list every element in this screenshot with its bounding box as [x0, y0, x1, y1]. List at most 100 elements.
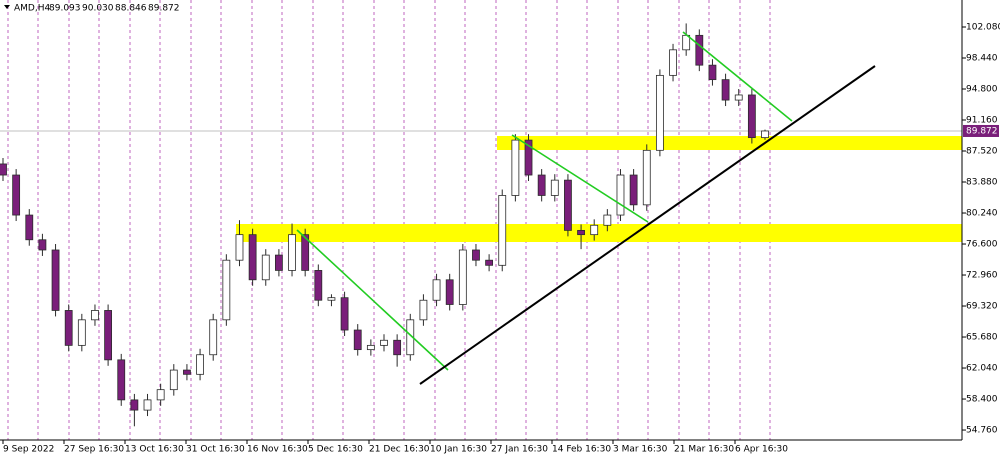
- candle-body: [288, 234, 296, 271]
- y-tick-label: 94.800: [966, 85, 998, 95]
- low: 88.846: [115, 4, 147, 14]
- close: 89.872: [148, 4, 180, 14]
- x-tick-label: 31 Oct 16:30: [186, 445, 245, 455]
- x-tick-label: 21 Dec 16:30: [369, 445, 430, 455]
- candle-body: [64, 310, 73, 346]
- candle-body: [603, 214, 612, 226]
- candle-body: [458, 249, 467, 305]
- candle-body: [301, 234, 310, 271]
- grid: [0, 0, 962, 440]
- candle-body: [12, 174, 21, 216]
- symbol: AMD,H4: [14, 4, 50, 14]
- x-tick-label: 27 Sep 16:30: [64, 445, 124, 455]
- trend-line: [419, 65, 876, 385]
- candle-body: [117, 359, 126, 401]
- y-tick-label: 65.680: [966, 333, 998, 343]
- candle-body: [629, 174, 638, 206]
- candle-body: [327, 297, 336, 301]
- x-tick-label: 3 Mar 16:30: [613, 445, 668, 455]
- x-tick-label: 6 Apr 16:30: [735, 445, 788, 455]
- open: 89.093: [49, 4, 81, 14]
- y-tick-label: 91.160: [966, 116, 998, 126]
- candle-body: [419, 299, 428, 321]
- y-tick-label: 83.880: [966, 178, 998, 188]
- high: 90.030: [82, 4, 114, 14]
- price-tag-label: 89.872: [966, 126, 998, 136]
- candle-body: [222, 259, 231, 321]
- candle-body: [642, 149, 651, 206]
- candle-body: [550, 179, 559, 196]
- candle-body: [156, 389, 165, 401]
- candle-body: [590, 224, 599, 236]
- y-tick-label: 80.240: [966, 209, 998, 219]
- candle-body: [472, 249, 480, 261]
- candle-body: [708, 64, 717, 81]
- candle-body: [209, 319, 218, 356]
- y-tick-label: 98.440: [966, 54, 998, 64]
- candle-body: [130, 399, 139, 411]
- candle-body: [196, 354, 204, 375]
- candle-body: [169, 369, 178, 391]
- support-zone: [236, 224, 962, 242]
- x-tick-label: 10 Jan 16:30: [430, 445, 487, 455]
- candle-body: [485, 259, 494, 266]
- candle-body: [669, 49, 677, 76]
- candles: [0, 23, 769, 427]
- x-tick-label: 21 Mar 16:30: [674, 445, 734, 455]
- candle-body: [235, 234, 244, 261]
- candle-body: [734, 94, 743, 101]
- candle-body: [0, 163, 7, 176]
- y-tick-label: 76.600: [966, 240, 998, 250]
- menu-arrow: [4, 5, 10, 9]
- candle-body: [51, 249, 60, 311]
- candle-body: [143, 399, 152, 411]
- x-tick-label: 5 Dec 16:30: [308, 445, 363, 455]
- candle-body: [380, 339, 388, 346]
- y-tick-label: 62.040: [966, 364, 998, 374]
- candle-body: [104, 310, 113, 361]
- candle-body: [340, 297, 349, 331]
- x-tick-label: 9 Sep 2022: [3, 445, 54, 455]
- candle-body: [261, 254, 270, 281]
- y-tick-label: 72.960: [966, 271, 998, 281]
- candle-body: [77, 319, 86, 346]
- y-tick-label: 58.400: [966, 395, 998, 405]
- candle-body: [577, 229, 585, 236]
- candle-body: [616, 174, 625, 216]
- candle-body: [248, 234, 257, 281]
- candle-body: [183, 369, 191, 375]
- candle-body: [366, 344, 375, 351]
- candle-body: [274, 254, 283, 271]
- price-tag: [963, 124, 999, 137]
- candle-body: [747, 94, 756, 139]
- candle-body: [761, 130, 769, 139]
- x-tick-label: 16 Nov 16:30: [247, 445, 308, 455]
- y-tick-label: 69.320: [966, 302, 998, 312]
- candle-body: [498, 195, 507, 266]
- x-tick-label: 13 Oct 16:30: [125, 445, 184, 455]
- candle-body: [721, 79, 730, 101]
- x-tick-label: 27 Jan 16:30: [491, 445, 548, 455]
- resistance-zone: [497, 136, 962, 150]
- candle-body: [695, 34, 704, 66]
- candle-body: [511, 139, 520, 196]
- x-tick-label: 14 Feb 16:30: [552, 445, 611, 455]
- candle-body: [91, 310, 99, 321]
- y-tick-label: 54.760: [966, 426, 998, 436]
- candle-body: [38, 239, 47, 251]
- candle-body: [353, 329, 362, 351]
- candle-body: [432, 279, 441, 301]
- candle-body: [537, 174, 546, 196]
- candle-body: [25, 214, 34, 241]
- trend-line: [511, 134, 649, 223]
- trend-line: [296, 229, 449, 371]
- candle-body: [524, 139, 533, 176]
- candle-body: [314, 270, 323, 301]
- y-tick-label: 87.520: [966, 147, 998, 157]
- trend-line: [682, 31, 793, 122]
- candle-body: [445, 279, 454, 305]
- candle-body: [393, 339, 402, 356]
- candle-body: [564, 179, 572, 231]
- candle-body: [655, 74, 664, 151]
